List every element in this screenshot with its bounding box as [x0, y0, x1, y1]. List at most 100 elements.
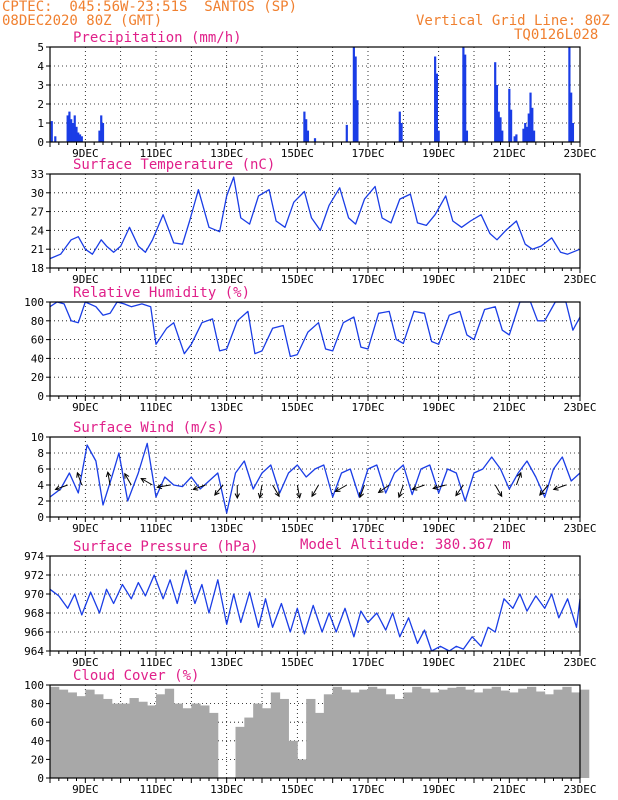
- temperature-xtick-label: 11DEC: [139, 273, 172, 286]
- wind-arrow-head: [124, 472, 130, 479]
- cloud-cover-bar: [412, 686, 422, 778]
- precipitation-bar: [80, 136, 83, 142]
- precipitation-bar: [464, 54, 467, 142]
- wind-title: Surface Wind (m/s): [73, 420, 225, 436]
- precipitation-bar: [352, 47, 355, 142]
- precipitation-bar: [54, 136, 57, 142]
- wind-arrow: [433, 484, 446, 489]
- temperature-ytick-label: 30: [31, 187, 44, 200]
- cloud-cover-bar: [429, 692, 440, 778]
- wind-arrow: [335, 484, 348, 492]
- precipitation-bar: [529, 92, 532, 142]
- temperature-ytick-label: 24: [31, 224, 45, 237]
- cloud-cover-bar: [94, 694, 104, 778]
- wind-arrow-head: [140, 477, 147, 483]
- pressure-ytick-label: 966: [24, 626, 44, 639]
- precipitation-bar: [398, 111, 401, 142]
- precipitation-bar: [356, 100, 359, 142]
- wind-xtick-label: 17DEC: [351, 522, 384, 535]
- cloud-cover-bar: [376, 688, 387, 778]
- precipitation-bar: [501, 130, 504, 142]
- cloud-cover-bar: [156, 694, 166, 778]
- wind-arrow-head: [552, 485, 559, 491]
- precipitation-bar: [305, 119, 308, 142]
- pressure-title: Surface Pressure (hPa): [73, 539, 258, 555]
- cloud-cover-bar: [447, 687, 457, 778]
- wind-arrow: [259, 484, 263, 498]
- precipitation-bar: [434, 56, 437, 142]
- wind-arrow-head: [234, 493, 240, 500]
- wind-xtick-label: 9DEC: [72, 522, 99, 535]
- humidity-ytick-label: 0: [37, 390, 44, 403]
- precipitation-bar: [50, 121, 53, 142]
- wind-arrow-head: [311, 491, 317, 498]
- run-date: 08DEC2020 80Z (GMT): [2, 13, 163, 29]
- cloud-cover-bar: [509, 692, 519, 778]
- humidity-xtick-label: 19DEC: [422, 401, 455, 414]
- wind-frame: [49, 436, 581, 518]
- precipitation-xtick-label: 9DEC: [72, 147, 99, 160]
- precipitation-bar: [70, 119, 73, 142]
- pressure-xtick-label: 19DEC: [422, 656, 455, 669]
- cloud-cover-bar: [120, 703, 130, 778]
- pressure-frame: [49, 555, 581, 652]
- cloud-cover-bar: [553, 689, 563, 778]
- cloud-cover-bar: [491, 686, 501, 778]
- precipitation-bar: [68, 111, 71, 142]
- wind-arrow: [272, 484, 280, 497]
- wind-line: [49, 442, 581, 514]
- model-altitude-note: Model Altitude: 380.367 m: [300, 537, 511, 553]
- wind-arrow: [193, 484, 206, 490]
- wind-arrow: [157, 484, 171, 488]
- wind-xtick-label: 19DEC: [422, 522, 455, 535]
- pressure-xtick-label: 13DEC: [210, 656, 243, 669]
- pressure-line: [49, 569, 581, 652]
- humidity-ytick-label: 20: [31, 371, 44, 384]
- wind-panel: Surface Wind (m/s) 0 2 4 6 8 10 9DEC 11DEC 13DEC 1…: [31, 420, 597, 535]
- precipitation-ytick-label: 1: [37, 117, 44, 130]
- cloud-cover-bar: [500, 690, 510, 778]
- wind-arrow: [412, 484, 425, 490]
- precipitation-bar: [73, 115, 76, 142]
- humidity-ytick-label: 80: [31, 315, 44, 328]
- precipitation-bar: [522, 128, 525, 142]
- pressure-xtick-label: 9DEC: [72, 656, 99, 669]
- cloud-cover-bar: [191, 703, 201, 778]
- cloud-cover-bar: [323, 694, 334, 778]
- wind-arrow: [378, 484, 390, 493]
- precipitation-bar: [495, 85, 499, 142]
- temperature-xtick-label: 19DEC: [422, 273, 455, 286]
- temperature-ytick-label: 33: [31, 168, 44, 181]
- pressure-ytick-label: 968: [24, 607, 44, 620]
- pressure-xtick-label: 21DEC: [493, 656, 526, 669]
- precipitation-bar: [465, 130, 469, 142]
- precipitation-xtick-label: 21DEC: [493, 147, 526, 160]
- precipitation-bar: [98, 130, 101, 142]
- pressure-xtick-label: 17DEC: [351, 656, 384, 669]
- wind-arrow-head: [76, 471, 82, 478]
- wind-arrow-head: [334, 487, 341, 493]
- precipitation-bar: [78, 134, 82, 142]
- cloud-cover-bar: [482, 688, 493, 778]
- precipitation-bar: [508, 88, 511, 142]
- cloud-cover-ytick-label: 20: [31, 753, 44, 766]
- precipitation-ytick-label: 2: [37, 98, 44, 111]
- wind-arrow: [539, 484, 549, 496]
- pressure-ytick-label: 972: [24, 569, 44, 582]
- temperature-line: [49, 176, 581, 260]
- wind-ytick-label: 2: [37, 495, 44, 508]
- chart-panels: Precipitation (mm/h) 0 1 2 3 4 5 9DEC 11DEC 13DEC…: [24, 30, 596, 796]
- cloud-cover-bar: [306, 698, 316, 778]
- precipitation-xtick-label: 19DEC: [422, 147, 455, 160]
- precipitation-bar: [437, 130, 440, 142]
- temperature-ytick-label: 27: [31, 206, 44, 219]
- precipitation-bar: [100, 115, 103, 142]
- wind-arrow: [455, 484, 464, 496]
- cloud-cover-xtick-label: 23DEC: [563, 783, 596, 796]
- wind-arrow-head: [274, 491, 280, 498]
- cloud-cover-bar: [394, 698, 404, 778]
- temperature-xtick-label: 17DEC: [351, 273, 384, 286]
- wind-xtick-label: 11DEC: [139, 522, 172, 535]
- cloud-cover-bar: [403, 692, 413, 778]
- precipitation-bar: [531, 107, 534, 142]
